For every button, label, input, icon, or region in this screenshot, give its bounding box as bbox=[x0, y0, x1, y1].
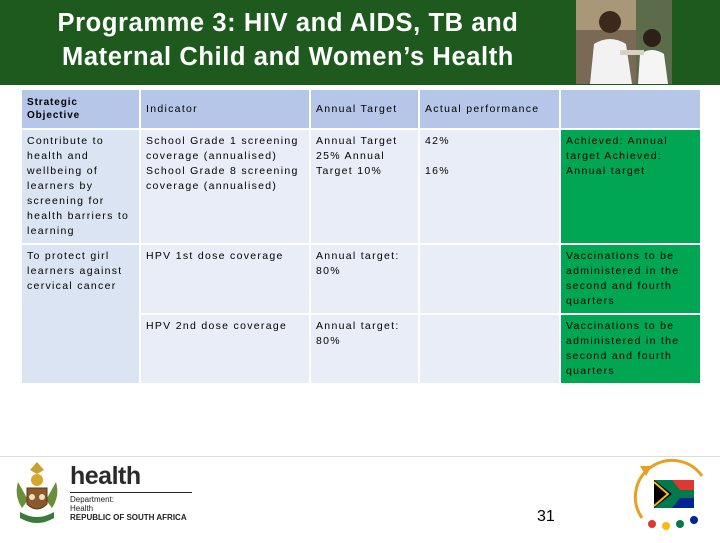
actual-cell bbox=[418, 243, 561, 315]
objective-cell: Contribute to health and wellbeing of le… bbox=[20, 128, 141, 245]
table-row: To protect girl learners against cervica… bbox=[20, 243, 702, 385]
indicator-cell: HPV 1st dose coverage bbox=[139, 243, 311, 315]
indicator-cell: HPV 2nd dose coverage bbox=[139, 313, 311, 385]
dept-line-1: Department: bbox=[70, 495, 115, 504]
department-text: Department: Health REPUBLIC OF SOUTH AFR… bbox=[70, 495, 187, 522]
status-cell: Vaccinations to be administered in the s… bbox=[559, 243, 702, 315]
page-number: 31 bbox=[537, 508, 555, 525]
logo-underline bbox=[70, 492, 192, 493]
programme-table: Strategic Objective Indicator Annual Tar… bbox=[20, 88, 702, 385]
table-header-row: Strategic Objective Indicator Annual Tar… bbox=[20, 88, 702, 130]
title-line-1: Programme 3: HIV and AIDS, TB and bbox=[57, 9, 519, 37]
nurse-vaccinating-photo bbox=[576, 0, 672, 84]
actual-cell bbox=[418, 313, 561, 385]
header-actual-performance: Actual performance bbox=[418, 88, 561, 130]
indicator-cell: School Grade 1 screening coverage (annua… bbox=[139, 128, 311, 245]
slide-title: Programme 3: HIV and AIDS, TB and Matern… bbox=[8, 6, 568, 74]
dept-line-3: REPUBLIC OF SOUTH AFRICA bbox=[70, 513, 187, 522]
dept-line-2: Health bbox=[70, 504, 94, 513]
target-cell: Annual Target 25% Annual Target 10% bbox=[309, 128, 420, 245]
table-row: Contribute to health and wellbeing of le… bbox=[20, 128, 702, 245]
actual-value-grade8: 16% bbox=[425, 165, 450, 177]
table-row: HPV 2nd dose coverage Annual target: 80%… bbox=[21, 313, 702, 385]
health-logo-word: health bbox=[70, 462, 141, 490]
coat-of-arms-logo bbox=[10, 460, 64, 530]
status-cell: Vaccinations to be administered in the s… bbox=[559, 313, 702, 385]
title-line-2: Maternal Child and Women’s Health bbox=[62, 43, 514, 71]
actual-value-grade1: 42% bbox=[425, 135, 450, 147]
header-strategic-objective: Strategic Objective bbox=[20, 88, 141, 130]
header-annual-target: Annual Target bbox=[309, 88, 420, 130]
objective-cell: To protect girl learners against cervica… bbox=[20, 243, 141, 385]
header-indicator: Indicator bbox=[139, 88, 311, 130]
footer-divider bbox=[0, 456, 720, 457]
status-cell: Achieved: Annual target Achieved: Annual… bbox=[559, 128, 702, 245]
twenty-years-freedom-logo bbox=[632, 458, 714, 538]
header-status bbox=[559, 88, 702, 130]
target-cell: Annual target: 80% bbox=[309, 313, 420, 385]
actual-cell: 42% 16% bbox=[418, 128, 561, 245]
target-cell: Annual target: 80% bbox=[309, 243, 420, 315]
